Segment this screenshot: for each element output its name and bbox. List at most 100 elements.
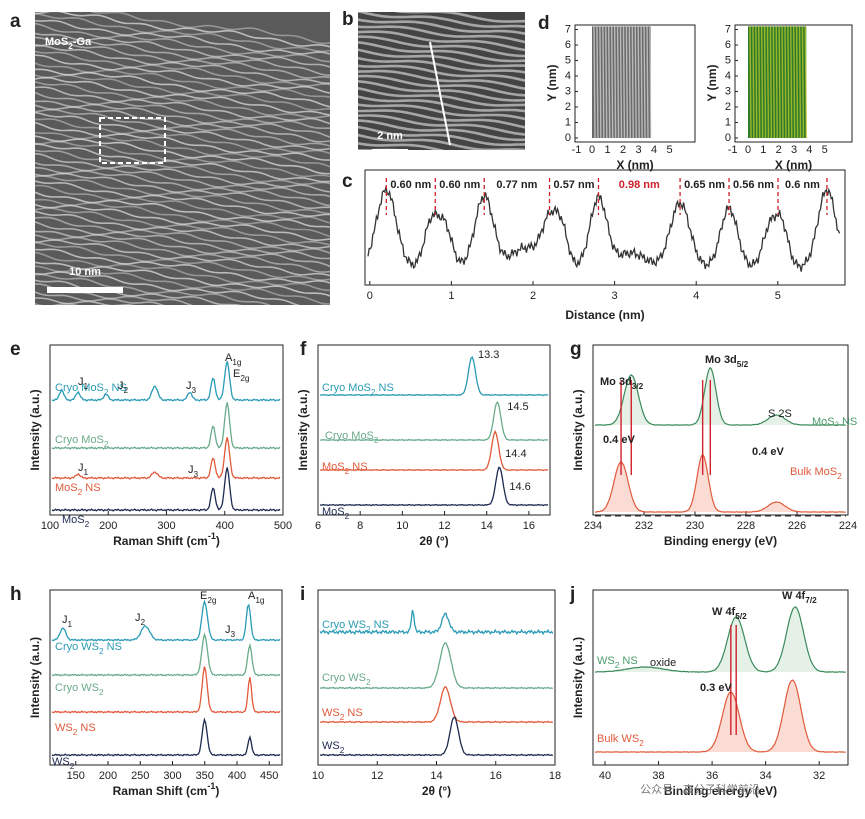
y-axis-label: Intensity (a.u.) xyxy=(28,637,42,718)
peak-fill xyxy=(595,607,846,673)
fringe xyxy=(35,166,330,207)
y-tick-label: 5 xyxy=(565,54,571,66)
annotation: MoS₂ NS xyxy=(812,416,857,428)
fringe xyxy=(35,271,327,305)
x-tick-label: 14 xyxy=(430,770,442,782)
label-part: MoS xyxy=(322,506,345,518)
label-part: 2 xyxy=(366,625,371,634)
y-axis-label: Intensity (a.u.) xyxy=(571,637,585,718)
label-part: Mo 3d xyxy=(600,376,632,388)
label-part: J xyxy=(78,376,84,388)
label-part: -1 xyxy=(208,531,216,541)
spacing-label: 0.77 nm xyxy=(496,179,537,191)
label-part: 3 xyxy=(231,630,236,639)
panel-label: b xyxy=(342,9,354,30)
label: MoS2-Ga xyxy=(45,36,92,51)
label-part: MoS xyxy=(322,461,345,473)
annotation: 0.4 eV xyxy=(752,446,784,458)
x-axis-label: Binding energy (eV) xyxy=(664,534,777,548)
spectrum xyxy=(51,402,281,450)
x-axis-label: Binding energy (eV) xyxy=(664,784,777,798)
fringe xyxy=(393,12,525,23)
x-tick-label: 10 xyxy=(396,520,408,532)
spectrum xyxy=(319,609,554,636)
stripe xyxy=(619,26,623,139)
fringe xyxy=(358,64,525,82)
label-part: Bulk MoS xyxy=(790,466,837,478)
x-tick-label: 10 xyxy=(312,770,324,782)
fringe xyxy=(35,273,271,305)
axes-frame xyxy=(592,344,849,516)
stripe xyxy=(640,26,643,139)
label-part: WS xyxy=(55,722,73,734)
x-tick-label: 230 xyxy=(686,520,704,532)
fringe xyxy=(358,103,525,121)
x-tick-label: 150 xyxy=(67,770,85,782)
panel-label: d xyxy=(538,13,550,34)
peak-label: E2g xyxy=(200,590,217,605)
x-tick-label: 4 xyxy=(651,144,657,156)
y-tick-label: 2 xyxy=(725,101,731,113)
label-part: 2 xyxy=(639,739,644,748)
label-part: NS xyxy=(371,619,389,631)
panel-label: g xyxy=(570,339,582,360)
x-tick-label: -1 xyxy=(572,144,582,156)
fringe xyxy=(35,172,330,210)
fringe xyxy=(35,241,330,281)
y-axis-label: Intensity (a.u.) xyxy=(28,389,42,470)
label-part: 2 xyxy=(141,618,146,627)
fringe xyxy=(35,12,330,53)
label-part: 3/2 xyxy=(632,382,644,391)
label-part: 1 xyxy=(84,382,89,391)
fringe xyxy=(358,48,525,68)
stripe xyxy=(634,26,637,139)
spectrum xyxy=(319,429,549,472)
label-part: 2 xyxy=(99,688,104,697)
series-label: WS2 xyxy=(52,756,75,771)
label-part: 1 xyxy=(84,468,89,477)
x-tick-label: 226 xyxy=(788,520,806,532)
axes-frame xyxy=(574,24,696,143)
label-part: NS xyxy=(619,655,637,667)
stripe xyxy=(616,26,620,139)
label-part: Cryo MoS xyxy=(55,434,104,446)
label-part: 2 xyxy=(366,678,371,687)
x-tick-label: 250 xyxy=(131,770,149,782)
stripe xyxy=(793,26,796,139)
x-tick-label: 232 xyxy=(635,520,653,532)
label-part: Cryo WS xyxy=(55,682,99,694)
label: 2 nm xyxy=(377,130,403,142)
fringe xyxy=(35,297,136,305)
x-tick-label: 0 xyxy=(367,290,373,302)
label-part: NS xyxy=(349,461,367,473)
series-label: Cryo MoS2 xyxy=(55,434,109,449)
label-part: 2 xyxy=(99,647,104,656)
label-part: J xyxy=(188,464,194,476)
label-part: WS xyxy=(597,655,615,667)
peak-label: J1 xyxy=(62,614,73,629)
label-part: 2 xyxy=(104,388,109,397)
label-part: J xyxy=(62,614,68,626)
fringe xyxy=(358,133,525,150)
x-tick-label: 12 xyxy=(371,770,383,782)
stripe xyxy=(784,26,787,139)
fringe xyxy=(35,50,330,87)
spectrum xyxy=(319,716,554,757)
x-tick-label: 6 xyxy=(315,520,321,532)
label-part: 2 xyxy=(70,762,75,771)
x-tick-label: 500 xyxy=(274,520,292,532)
fringe xyxy=(35,76,330,116)
stripe xyxy=(608,26,611,139)
x-tick-label: 0 xyxy=(745,144,751,156)
fringe xyxy=(355,155,527,174)
x-tick-label: 5 xyxy=(775,290,781,302)
stripe xyxy=(787,26,790,139)
spacing-label: 0.60 nm xyxy=(390,179,431,191)
label-part: 2g xyxy=(240,374,250,383)
label-part: MoS xyxy=(62,514,85,526)
stripe xyxy=(760,26,764,139)
x-tick-label: 400 xyxy=(216,520,234,532)
panel-label: e xyxy=(10,339,21,360)
label-part: J xyxy=(225,624,231,636)
panel-label: j xyxy=(569,584,575,605)
